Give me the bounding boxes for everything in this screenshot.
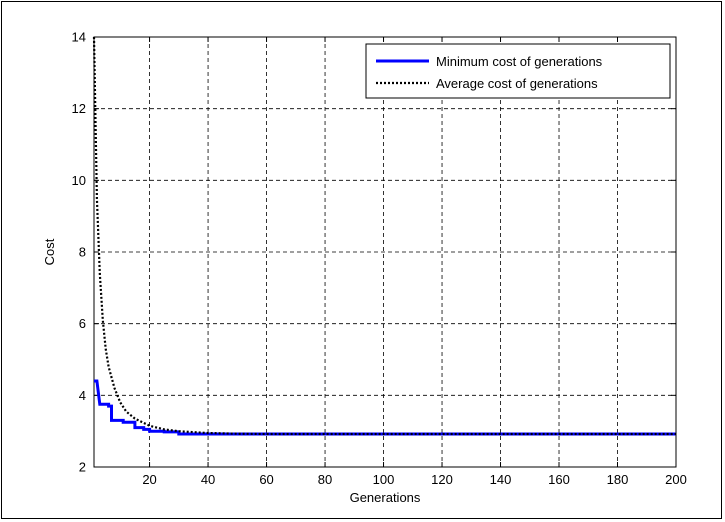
y-tick-label: 6 (79, 316, 86, 331)
legend-label-minimum-cost: Minimum cost of generations (436, 54, 603, 69)
x-tick-label: 60 (259, 472, 273, 487)
x-tick-label: 20 (142, 472, 156, 487)
x-tick-label: 40 (201, 472, 215, 487)
axis-ticks: 20 40 60 80 100 120 140 160 180 200 2 4 6 8 10 12 14 (72, 30, 687, 488)
y-tick-label: 12 (72, 101, 86, 116)
legend-label-average-cost: Average cost of generations (436, 76, 598, 91)
x-axis-label: Generations (350, 490, 421, 505)
x-tick-label: 160 (548, 472, 570, 487)
x-tick-label: 140 (490, 472, 512, 487)
series-lines (92, 36, 676, 436)
y-tick-label: 4 (79, 388, 86, 403)
y-tick-label: 10 (72, 173, 86, 188)
x-tick-label: 120 (431, 472, 453, 487)
x-tick-label: 180 (607, 472, 629, 487)
y-tick-label: 2 (79, 460, 86, 475)
legend: Minimum cost of generations Average cost… (365, 43, 671, 99)
legend-box (365, 43, 671, 99)
minimum-cost-line (94, 379, 676, 436)
x-tick-label: 80 (318, 472, 332, 487)
y-axis-label: Cost (42, 238, 57, 265)
x-tick-label: 200 (665, 472, 687, 487)
y-tick-label: 8 (79, 245, 86, 260)
grid-lines (94, 37, 676, 467)
x-tick-label: 100 (373, 472, 395, 487)
y-tick-label: 14 (72, 30, 86, 45)
